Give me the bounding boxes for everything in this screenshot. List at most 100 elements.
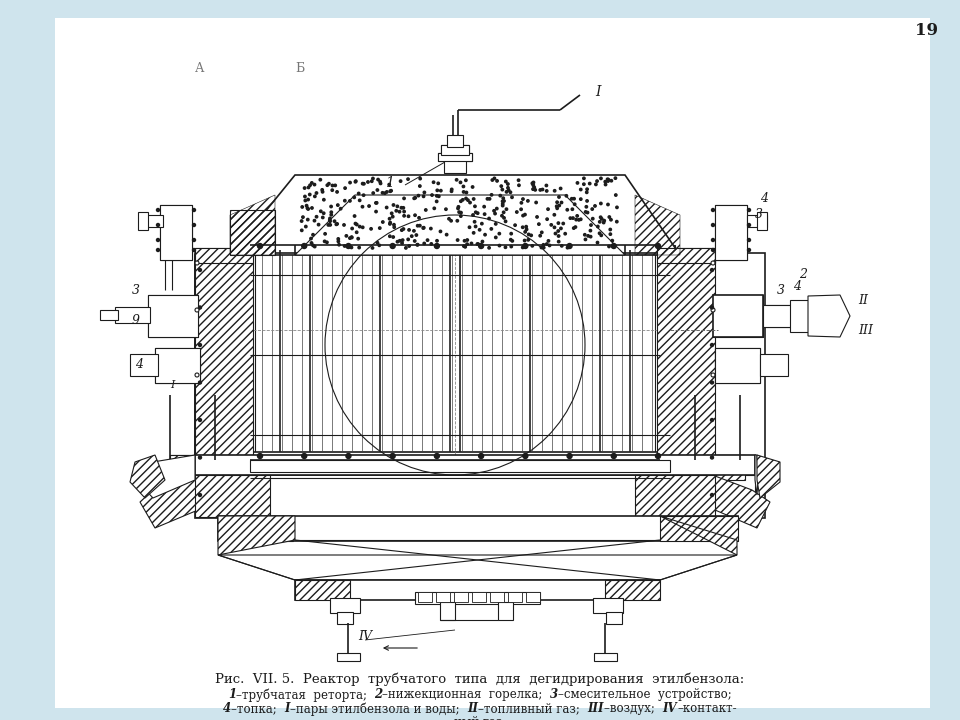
Text: II: II: [468, 702, 478, 715]
Circle shape: [464, 240, 466, 242]
Circle shape: [426, 239, 429, 241]
Circle shape: [377, 179, 379, 181]
Circle shape: [331, 189, 333, 192]
Circle shape: [328, 219, 331, 221]
Circle shape: [507, 183, 509, 185]
Circle shape: [306, 218, 309, 221]
Circle shape: [436, 194, 438, 197]
Circle shape: [588, 182, 591, 185]
Circle shape: [465, 197, 468, 199]
Circle shape: [464, 246, 467, 248]
Circle shape: [311, 181, 313, 184]
Circle shape: [538, 223, 540, 225]
Circle shape: [535, 202, 538, 204]
Circle shape: [468, 226, 470, 228]
Circle shape: [580, 218, 582, 220]
Circle shape: [312, 233, 314, 236]
Circle shape: [199, 493, 202, 497]
Circle shape: [415, 234, 418, 236]
Text: –топка;: –топка;: [231, 702, 284, 715]
Text: IV: IV: [662, 702, 677, 715]
Bar: [195, 455, 755, 475]
Circle shape: [601, 217, 603, 220]
Bar: [440, 602, 455, 620]
Bar: [230, 210, 275, 255]
Circle shape: [330, 205, 332, 207]
Bar: [100, 310, 118, 320]
Circle shape: [542, 246, 545, 249]
Circle shape: [472, 198, 475, 200]
Circle shape: [566, 246, 568, 249]
Circle shape: [607, 179, 610, 181]
Circle shape: [591, 208, 593, 210]
Circle shape: [484, 233, 487, 236]
Circle shape: [607, 203, 610, 206]
Circle shape: [325, 241, 328, 243]
Circle shape: [331, 184, 334, 186]
Circle shape: [308, 193, 311, 196]
Circle shape: [589, 230, 591, 232]
Circle shape: [438, 195, 440, 197]
Bar: [713, 295, 763, 337]
Circle shape: [556, 201, 559, 204]
Text: I: I: [595, 85, 601, 99]
Circle shape: [607, 178, 609, 181]
Circle shape: [567, 243, 572, 248]
Circle shape: [532, 184, 535, 186]
Circle shape: [517, 179, 519, 181]
Polygon shape: [660, 516, 737, 555]
Circle shape: [348, 181, 351, 184]
Circle shape: [257, 243, 262, 248]
Circle shape: [498, 233, 500, 235]
Circle shape: [418, 217, 420, 219]
Bar: [655, 245, 675, 460]
Circle shape: [472, 232, 475, 234]
Circle shape: [560, 187, 562, 189]
Circle shape: [156, 223, 159, 227]
Circle shape: [386, 191, 388, 193]
Circle shape: [350, 236, 353, 239]
Circle shape: [393, 204, 395, 206]
Circle shape: [468, 202, 471, 204]
Bar: [160, 205, 192, 260]
Bar: [270, 475, 680, 517]
Circle shape: [491, 194, 492, 196]
Circle shape: [310, 242, 313, 244]
Circle shape: [436, 189, 439, 192]
Circle shape: [462, 185, 465, 188]
Circle shape: [524, 213, 526, 216]
Circle shape: [553, 226, 556, 228]
Circle shape: [457, 207, 459, 210]
Circle shape: [504, 220, 507, 222]
Circle shape: [392, 215, 394, 218]
Polygon shape: [715, 476, 770, 528]
Circle shape: [444, 208, 447, 210]
Circle shape: [358, 246, 360, 248]
Circle shape: [566, 209, 568, 211]
Bar: [713, 295, 763, 337]
Circle shape: [599, 216, 602, 218]
Circle shape: [156, 238, 159, 241]
Circle shape: [389, 221, 392, 224]
Circle shape: [400, 229, 403, 231]
Circle shape: [748, 209, 751, 212]
Circle shape: [315, 192, 318, 194]
Circle shape: [350, 246, 352, 248]
Circle shape: [510, 238, 512, 241]
Circle shape: [386, 207, 388, 209]
Circle shape: [550, 224, 552, 226]
Circle shape: [402, 207, 404, 209]
Circle shape: [413, 197, 416, 199]
Circle shape: [310, 238, 312, 240]
Circle shape: [335, 223, 338, 225]
Circle shape: [304, 225, 307, 228]
Circle shape: [527, 233, 530, 235]
Circle shape: [466, 239, 468, 241]
Circle shape: [422, 195, 424, 197]
Circle shape: [598, 220, 601, 223]
Circle shape: [430, 228, 432, 230]
Circle shape: [375, 202, 378, 204]
Circle shape: [329, 224, 331, 226]
Circle shape: [505, 180, 507, 183]
Circle shape: [450, 190, 453, 192]
